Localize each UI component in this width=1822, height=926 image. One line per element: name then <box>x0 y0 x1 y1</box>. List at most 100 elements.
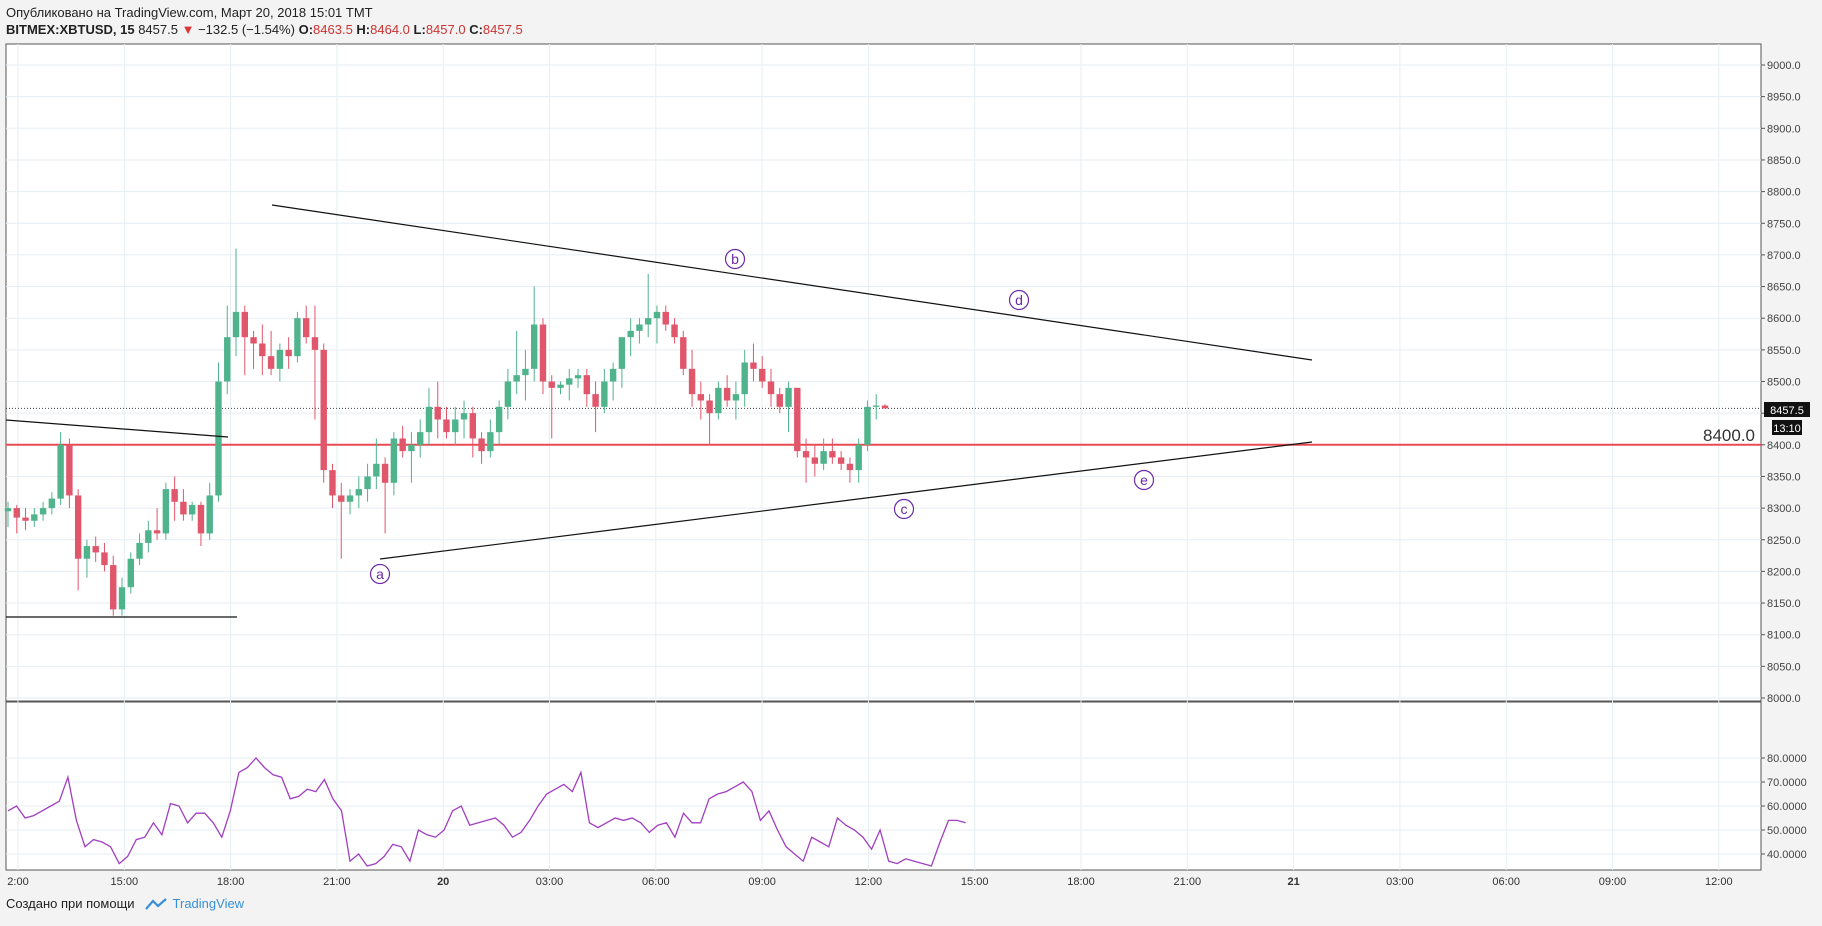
candle <box>13 504 20 534</box>
y-tick-label: 8700.0 <box>1767 250 1801 262</box>
y-tick-label: 8200.0 <box>1767 566 1801 578</box>
price-pane-bg <box>5 43 1762 702</box>
y-tick-label: 8100.0 <box>1767 630 1801 642</box>
triangle-lower-line <box>379 441 1313 560</box>
x-tick-label: 21 <box>1287 876 1299 888</box>
candle <box>355 476 362 509</box>
candle <box>416 419 424 458</box>
candle <box>750 343 757 382</box>
candle <box>548 375 555 439</box>
close-label: C: <box>469 22 483 37</box>
y-tick-label: 8150.0 <box>1767 598 1801 610</box>
rsi-tick-label: 80.0000 <box>1767 753 1807 765</box>
x-tick-label: 15:00 <box>961 876 989 888</box>
svg-text:e: e <box>1140 472 1148 488</box>
candle <box>583 368 591 407</box>
y-axis-ticks: 8000.0 8050.0 8100.0 8150.0 8200.0 8250.0 8300… <box>1761 60 1801 705</box>
x-tick-label: 18:00 <box>217 876 245 888</box>
candle <box>706 394 713 445</box>
candle <box>294 311 301 363</box>
candle <box>250 330 257 369</box>
candle <box>855 438 862 483</box>
candle <box>829 438 836 464</box>
wave-label-c: c <box>893 498 915 520</box>
candle <box>680 330 687 376</box>
svg-text:b: b <box>731 251 739 267</box>
y-tick-label: 8850.0 <box>1767 155 1801 167</box>
wave-label-e: e <box>1133 469 1155 491</box>
y-tick-label: 8050.0 <box>1767 661 1801 673</box>
footer: Создано при помощи TradingView <box>6 896 244 911</box>
low-label: L: <box>413 22 426 37</box>
x-tick-label: 03:00 <box>536 876 564 888</box>
high-value: 8464.0 <box>370 22 410 37</box>
candle <box>452 406 459 445</box>
chart-area[interactable]: 2:00 15:00 18:00 21:00 20 03:00 06:00 09:00 12:0… <box>0 0 1822 890</box>
candle <box>285 337 292 369</box>
symbol-label[interactable]: BITMEX:XBTUSD, 15 <box>6 22 135 37</box>
candle <box>346 489 354 515</box>
candle <box>601 368 608 414</box>
candle <box>399 425 406 458</box>
open-label: O: <box>298 22 314 37</box>
x-tick-label: 20 <box>437 876 449 888</box>
candle <box>92 536 99 562</box>
tradingview-link[interactable]: TradingView <box>172 896 245 911</box>
last-price: 8457.5 <box>138 22 178 37</box>
y-tick-label: 8300.0 <box>1767 503 1801 515</box>
down-arrow-icon: ▼ <box>181 22 195 37</box>
x-tick-label: 09:00 <box>1599 876 1627 888</box>
candle <box>373 438 380 490</box>
x-tick-label: 21:00 <box>323 876 351 888</box>
symbol-info: BITMEX:XBTUSD, 15 8457.5 ▼ −132.5 (−1.54… <box>6 22 523 37</box>
left-descending-line <box>5 419 229 438</box>
candle <box>469 406 477 458</box>
close-value: 8457.5 <box>482 22 523 37</box>
candle <box>513 330 520 395</box>
candle <box>609 362 617 401</box>
candle <box>188 501 196 521</box>
candle <box>487 419 494 458</box>
candle <box>22 508 29 531</box>
rsi-tick-label: 50.0000 <box>1767 825 1807 837</box>
rsi-tick-label: 60.0000 <box>1767 801 1807 813</box>
y-tick-label: 9000.0 <box>1767 60 1801 72</box>
candle <box>381 457 389 534</box>
last-price-badge: 8457.5 <box>1764 402 1810 417</box>
candle <box>145 520 152 553</box>
candle <box>74 489 82 591</box>
low-value: 8457.0 <box>425 22 466 37</box>
candle <box>118 577 126 616</box>
triangle-upper-line <box>271 204 1313 361</box>
candle <box>732 381 740 420</box>
candle <box>627 318 634 357</box>
high-label: H: <box>356 22 371 37</box>
candle <box>276 343 284 382</box>
candle <box>206 482 213 540</box>
x-tick-label: 03:00 <box>1386 876 1414 888</box>
candle <box>110 555 117 616</box>
y-tick-label: 8400.0 <box>1767 440 1801 452</box>
candle <box>408 432 415 483</box>
candle <box>31 508 38 528</box>
svg-text:13:10: 13:10 <box>1773 423 1801 435</box>
candle <box>443 406 450 439</box>
candle <box>478 432 485 464</box>
wave-labels: a b c d e <box>369 248 1155 585</box>
candle <box>566 368 573 401</box>
y-tick-label: 8650.0 <box>1767 282 1801 294</box>
candle <box>802 438 810 483</box>
candle <box>320 343 327 483</box>
candle <box>881 404 889 409</box>
rsi-tick-label: 40.0000 <box>1767 849 1807 861</box>
trendlines[interactable] <box>5 204 1313 618</box>
candle <box>224 305 231 395</box>
candle <box>557 381 564 395</box>
y-tick-label: 8800.0 <box>1767 187 1801 199</box>
candle <box>153 508 161 540</box>
candle <box>259 324 266 376</box>
candle <box>811 444 819 477</box>
candle <box>776 387 783 414</box>
rsi-axis-ticks: 40.0000 50.0000 60.0000 70.0000 80.0000 <box>1761 753 1807 861</box>
candle <box>267 330 275 376</box>
